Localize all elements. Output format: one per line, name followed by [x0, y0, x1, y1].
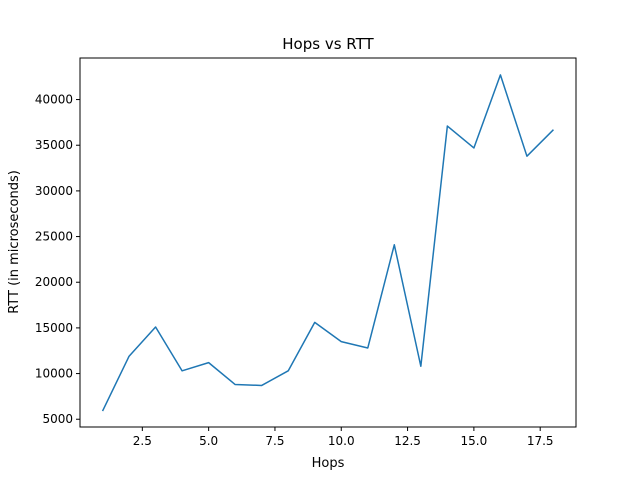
x-tick-label: 17.5 [527, 434, 554, 448]
y-tick-label: 30000 [35, 184, 73, 198]
y-tick-label: 25000 [35, 230, 73, 244]
x-tick-label: 2.5 [133, 434, 152, 448]
chart-title: Hops vs RTT [282, 35, 374, 53]
y-axis: 5000 10000 15000 20000 25000 30000 35000 40000 [35, 93, 80, 426]
x-axis-label: Hops [312, 456, 345, 471]
y-axis-label: RTT (in microseconds) [7, 170, 22, 314]
x-tick-label: 5.0 [199, 434, 218, 448]
y-tick-label: 5000 [42, 412, 73, 426]
y-tick-label: 40000 [35, 93, 73, 107]
x-tick-label: 12.5 [394, 434, 421, 448]
series-line-0 [101, 74, 554, 412]
y-tick-label: 35000 [35, 138, 73, 152]
x-tick-label: 7.5 [265, 434, 284, 448]
y-tick-label: 15000 [35, 321, 73, 335]
x-axis: 2.5 5.0 7.5 10.0 12.5 15.0 17.5 [133, 427, 554, 448]
y-tick-label: 10000 [35, 367, 73, 381]
x-tick-label: 10.0 [328, 434, 355, 448]
y-tick-label: 20000 [35, 275, 73, 289]
plot-frame [79, 57, 577, 428]
plot-area [101, 74, 554, 412]
x-tick-label: 15.0 [461, 434, 488, 448]
